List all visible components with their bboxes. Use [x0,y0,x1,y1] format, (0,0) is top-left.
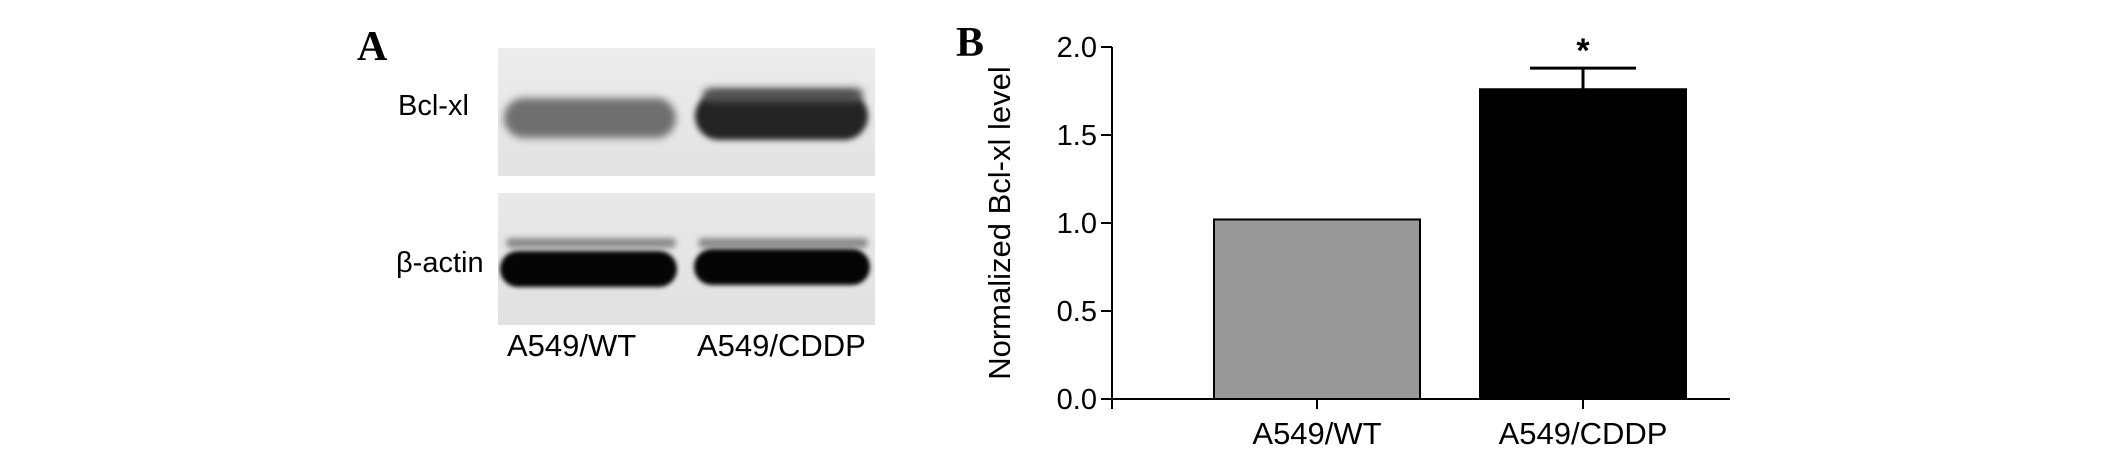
actin-band-cddp [694,249,870,285]
y-tick-label: 2.0 [1057,32,1097,64]
bar-cddp [1479,88,1687,401]
bcl-xl-band-cddp-upper [703,88,863,102]
beta-actin-blot-strip [498,193,875,325]
actin-faint-band-wt [506,238,676,248]
y-axis-title: Normalized Bcl-xl level [982,66,1017,380]
y-tick-label: 1.0 [1057,208,1097,240]
lane-label-wt: A549/WT [507,328,637,363]
x-tick-label: A549/WT [1252,416,1381,451]
x-tick-label: A549/CDDP [1499,416,1668,451]
panel-b-letter: B [956,20,985,66]
lane-label-cddp: A549/CDDP [697,328,866,363]
significance-marker: * [1576,32,1590,70]
bar-wt [1213,218,1421,400]
bcl-xl-band-wt [504,98,676,138]
y-tick-label: 1.5 [1057,120,1097,152]
beta-actin-row-label: β-actin [396,247,484,279]
actin-faint-band-cddp [698,238,868,248]
y-tick-label: 0.0 [1057,384,1097,416]
actin-band-wt [500,251,677,287]
y-tick-label: 0.5 [1057,296,1097,328]
bcl-xl-blot-strip [498,48,875,176]
bcl-xl-row-label: Bcl-xl [398,90,469,122]
panel-a-letter: A [357,24,388,70]
